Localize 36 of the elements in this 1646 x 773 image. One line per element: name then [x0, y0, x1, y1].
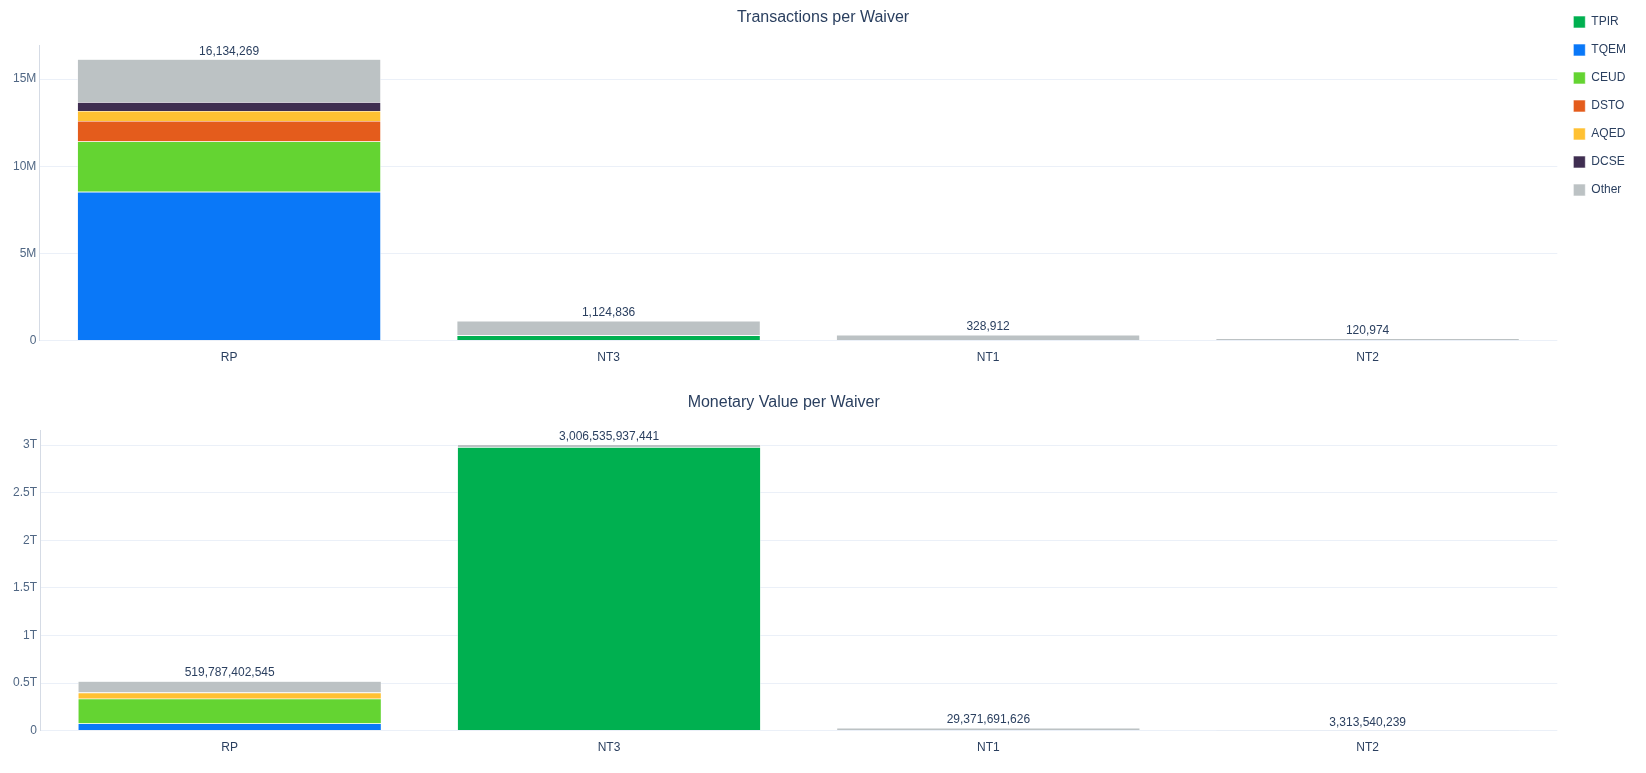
- legend-label: Other: [1591, 182, 1622, 197]
- y-tick-label: 2T: [23, 532, 38, 547]
- x-tick-label: NT1: [977, 740, 1000, 755]
- total-label: 519,787,402,545: [184, 665, 276, 680]
- legend-label: DCSE: [1591, 154, 1625, 169]
- total-label: 3,006,535,937,441: [558, 428, 660, 443]
- x-tick-label: NT3: [597, 740, 621, 755]
- y-tick-label: 10M: [13, 158, 37, 173]
- total-label: 120,974: [1345, 322, 1390, 337]
- y-tick-label: 0.5T: [13, 675, 38, 690]
- legend-label: TQEM: [1591, 42, 1627, 57]
- y-tick-label: 1.5T: [13, 580, 38, 595]
- x-tick-label: RP: [220, 350, 238, 365]
- y-tick-label: 1T: [23, 627, 38, 642]
- total-label: 29,371,691,626: [946, 712, 1031, 727]
- total-label: 3,313,540,239: [1329, 714, 1407, 729]
- legend-label: AQED: [1591, 126, 1626, 141]
- y-tick-label: 2.5T: [13, 485, 38, 500]
- y-tick-label: 15M: [13, 71, 37, 86]
- legend-label: TPIR: [1591, 14, 1619, 29]
- x-tick-label: NT2: [1356, 350, 1380, 365]
- total-label: 16,134,269: [199, 43, 260, 58]
- x-tick-label: NT2: [1356, 740, 1380, 755]
- legend-label: DSTO: [1591, 98, 1625, 113]
- y-tick-label: 5M: [19, 245, 37, 260]
- chart-title: Transactions per Waiver: [736, 8, 910, 26]
- y-tick-label: 0: [29, 332, 37, 347]
- total-label: 328,912: [966, 319, 1011, 334]
- chart-title: Monetary Value per Waiver: [687, 393, 881, 411]
- total-label: 1,124,836: [581, 305, 636, 320]
- x-tick-label: NT3: [597, 350, 621, 365]
- y-tick-label: 3T: [23, 437, 38, 452]
- legend-label: CEUD: [1591, 70, 1626, 85]
- x-tick-label: RP: [221, 740, 239, 755]
- x-tick-label: NT1: [976, 350, 1000, 365]
- y-tick-label: 0: [30, 722, 38, 737]
